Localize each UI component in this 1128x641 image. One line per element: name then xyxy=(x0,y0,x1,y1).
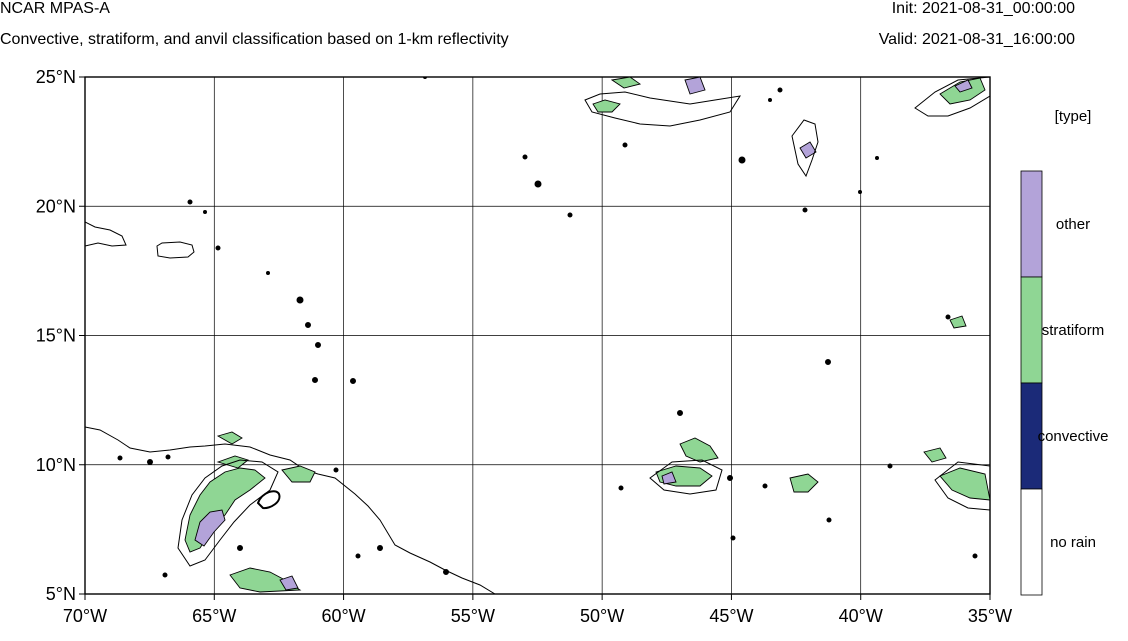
precip-trinidad xyxy=(216,431,243,445)
precip-guyana-anvil xyxy=(279,575,299,591)
legend-label: stratiform xyxy=(1042,322,1105,339)
precip-north-mid xyxy=(684,77,706,95)
y-tick-label: 15°N xyxy=(36,326,76,346)
init-time: Init: 2021-08-31_00:00:00 xyxy=(891,0,1075,17)
y-tick-label: 20°N xyxy=(36,196,76,216)
y-tick-label: 10°N xyxy=(36,455,76,475)
plot-subtitle: Convective, stratiform, and anvil classi… xyxy=(0,31,509,48)
graticule xyxy=(85,77,990,594)
plot-title: NCAR MPAS-A xyxy=(0,0,110,17)
precip-venezuela-anvil xyxy=(194,509,226,547)
precip-atl-cluster-g xyxy=(949,315,967,329)
longitude-axis: 70°W 65°W 60°W 55°W 50°W 45°W 40°W 35°W xyxy=(63,594,1012,626)
contour-atl-mid xyxy=(791,119,819,178)
precip-north-central xyxy=(592,99,621,113)
precip-atl-cluster-d xyxy=(923,447,947,463)
x-tick-label: 50°W xyxy=(580,606,624,626)
contour-atl-cluster-e xyxy=(934,461,990,511)
legend-swatch xyxy=(1020,170,1043,278)
precip-atl-cluster-a xyxy=(679,437,719,463)
reflectivity-contours xyxy=(177,77,990,567)
x-tick-label: 40°W xyxy=(839,606,883,626)
x-tick-label: 55°W xyxy=(451,606,495,626)
contour-north-central xyxy=(584,91,742,127)
precip-atl-cluster-e xyxy=(939,467,990,501)
precip-atl-cluster-b-anvil xyxy=(661,471,677,485)
legend-label: other xyxy=(1056,216,1090,233)
x-tick-label: 60°W xyxy=(321,606,365,626)
legend-label: convective xyxy=(1038,428,1109,445)
x-tick-label: 65°W xyxy=(192,606,236,626)
y-tick-label: 5°N xyxy=(46,584,76,604)
valid-time: Valid: 2021-08-31_16:00:00 xyxy=(878,31,1075,48)
map-features xyxy=(85,77,990,594)
contour-north-east xyxy=(914,77,990,117)
legend-swatch xyxy=(1020,488,1043,596)
contour-venezuela-outer xyxy=(177,459,279,567)
puerto-rico-outline xyxy=(156,241,195,259)
x-tick-label: 70°W xyxy=(63,606,107,626)
precip-venezuela-east xyxy=(281,465,316,483)
precip-atl-cluster-c xyxy=(789,473,819,493)
x-tick-label: 45°W xyxy=(709,606,753,626)
legend-label: no rain xyxy=(1050,534,1096,551)
latitude-axis: 25°N 20°N 15°N 10°N 5°N xyxy=(36,67,85,604)
scattered-cells xyxy=(117,77,978,578)
y-tick-label: 25°N xyxy=(36,67,76,87)
legend-title: [type] xyxy=(1055,108,1092,125)
precip-north-mid-green xyxy=(610,77,642,89)
hispaniola-outline xyxy=(85,221,127,247)
precip-atl-cluster-f xyxy=(799,141,817,159)
legend-swatch xyxy=(1020,276,1043,384)
precip-north-east-anvil xyxy=(954,79,973,93)
legend: [type] other stratiform convective no rain xyxy=(1020,108,1109,596)
precip-regions xyxy=(184,77,990,593)
contour-atl-cluster-b xyxy=(649,459,723,495)
x-tick-label: 35°W xyxy=(968,606,1012,626)
